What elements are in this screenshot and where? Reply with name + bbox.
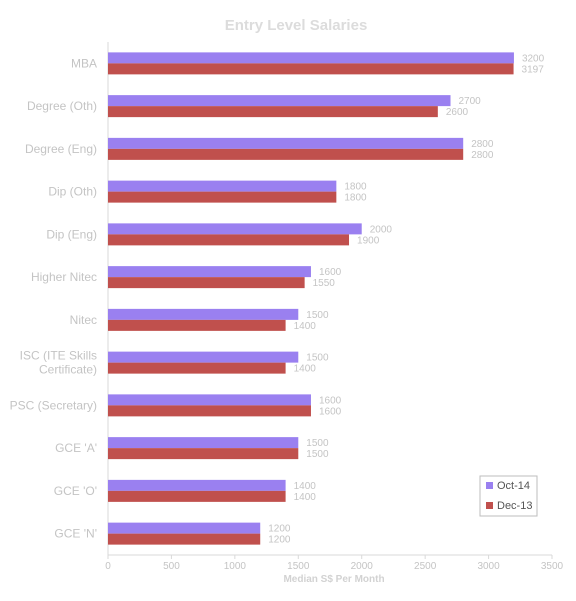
category-label: Degree (Eng) [25,142,97,156]
x-tick-label: 500 [163,561,180,572]
x-tick-label: 0 [105,561,111,572]
x-tick-label: 3500 [541,561,564,572]
bar [108,533,261,545]
bar [108,479,286,491]
bar [108,448,299,460]
data-label: 1400 [294,321,317,332]
data-label: 1500 [306,449,329,460]
bar [108,191,337,203]
bar [108,266,311,278]
category-label: Degree (Oth) [27,99,97,113]
x-tick-label: 1500 [287,561,310,572]
category-label: ISC (ITE Skills [20,349,97,363]
bar [108,63,514,75]
category-label: MBA [71,56,97,70]
bar [108,95,451,107]
data-label: 2600 [446,107,469,118]
data-label: 1200 [268,535,291,546]
chart-title: Entry Level Salaries [225,17,368,34]
x-tick-label: 2500 [414,561,437,572]
bar [108,234,350,246]
x-tick-label: 1000 [224,561,247,572]
category-label: Higher Nitec [31,270,97,284]
data-label: 1600 [319,395,342,406]
data-label: 3200 [522,53,545,64]
data-label: 3197 [522,64,545,75]
category-label: GCE 'A' [55,441,97,455]
bar [108,490,286,502]
data-label: 1400 [294,492,317,503]
data-label: 2800 [471,150,494,161]
bar [108,137,464,149]
bar [108,180,337,192]
bar [108,308,299,320]
category-label: Dip (Eng) [46,227,97,241]
category-label: Certificate) [39,363,97,377]
bar [108,405,311,417]
data-label: 1400 [294,364,317,375]
legend-label: Oct-14 [497,480,530,492]
bar [108,437,299,449]
bar [108,362,286,374]
x-tick-label: 2000 [351,561,374,572]
data-label: 2000 [370,224,393,235]
legend-swatch [486,482,493,489]
bar [108,277,305,289]
data-label: 1600 [319,406,342,417]
bar [108,319,286,331]
data-label: 1500 [306,310,329,321]
legend-label: Dec-13 [497,500,532,512]
data-label: 1550 [313,278,336,289]
bar [108,148,464,160]
data-label: 2700 [459,96,482,107]
category-label: PSC (Secretary) [10,398,97,412]
bar [108,106,438,118]
category-label: Dip (Oth) [48,185,97,199]
data-label: 1500 [306,353,329,364]
data-label: 1500 [306,438,329,449]
bar [108,223,362,235]
x-axis-label: Median S$ Per Month [283,574,384,585]
data-label: 2800 [471,139,494,150]
data-label: 1200 [268,524,291,535]
category-label: Nitec [70,313,97,327]
category-label: GCE 'O' [54,484,97,498]
data-label: 1600 [319,267,342,278]
data-label: 1900 [357,235,380,246]
category-label: GCE 'N' [54,527,97,541]
x-tick-label: 3000 [477,561,500,572]
legend-swatch [486,502,493,509]
bar [108,394,311,406]
data-label: 1800 [344,182,367,193]
bar [108,52,514,64]
data-label: 1400 [294,481,317,492]
data-label: 1800 [344,193,367,204]
bar [108,522,261,534]
legend: Oct-14 Dec-13 [479,475,538,517]
bar [108,351,299,363]
